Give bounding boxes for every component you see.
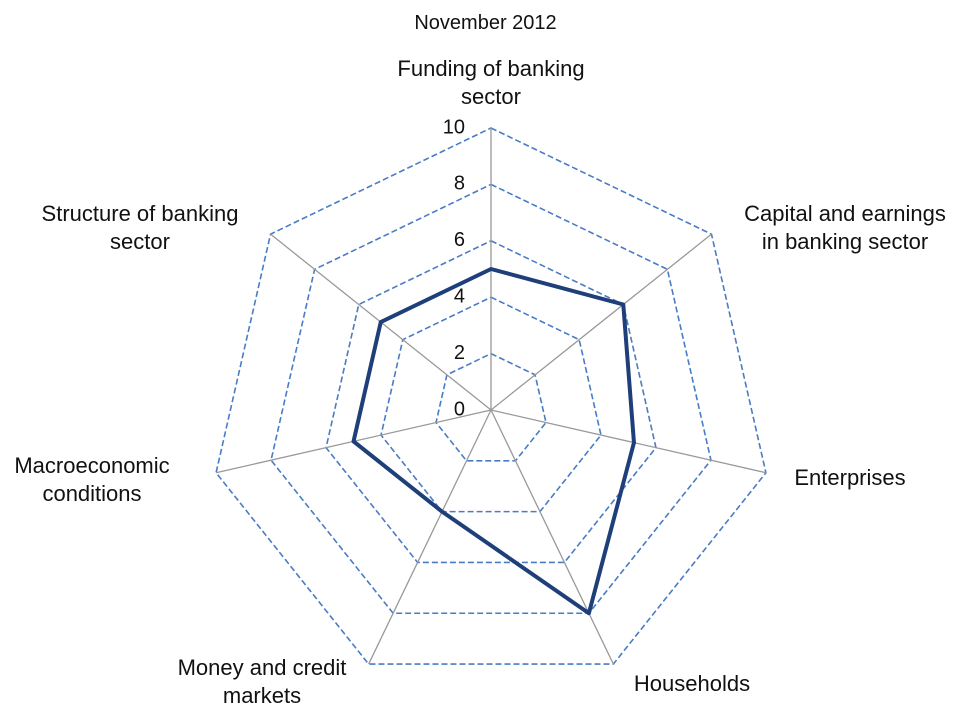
category-label: Structure of banking sector xyxy=(41,201,239,254)
grid-line xyxy=(380,296,602,513)
r-tick-label: 6 xyxy=(454,229,465,251)
data-line xyxy=(351,267,636,616)
chart-title: November 2012 xyxy=(414,12,557,34)
category-label: Enterprises xyxy=(794,465,906,490)
category-label: Macroeconomic conditions xyxy=(14,453,170,506)
grid-line xyxy=(435,352,547,462)
category-label: Funding of banking sector xyxy=(397,56,585,109)
axis-spoke xyxy=(490,409,767,474)
r-tick-label: 10 xyxy=(443,116,465,138)
axis-spoke xyxy=(490,409,614,665)
r-tick-label: 2 xyxy=(454,342,465,364)
axis-spoke xyxy=(368,409,492,665)
grid-line xyxy=(325,239,657,564)
grid-line xyxy=(215,127,767,665)
r-tick-label: 4 xyxy=(454,285,465,307)
r-tick-label: 8 xyxy=(454,173,465,195)
category-label: Capital and earnings in banking sector xyxy=(744,201,946,254)
grid-line xyxy=(270,183,712,615)
category-label: Money and credit markets xyxy=(177,655,347,708)
category-label: Households xyxy=(633,671,751,696)
r-tick-label: 0 xyxy=(454,398,465,420)
axis-spoke xyxy=(490,233,712,411)
